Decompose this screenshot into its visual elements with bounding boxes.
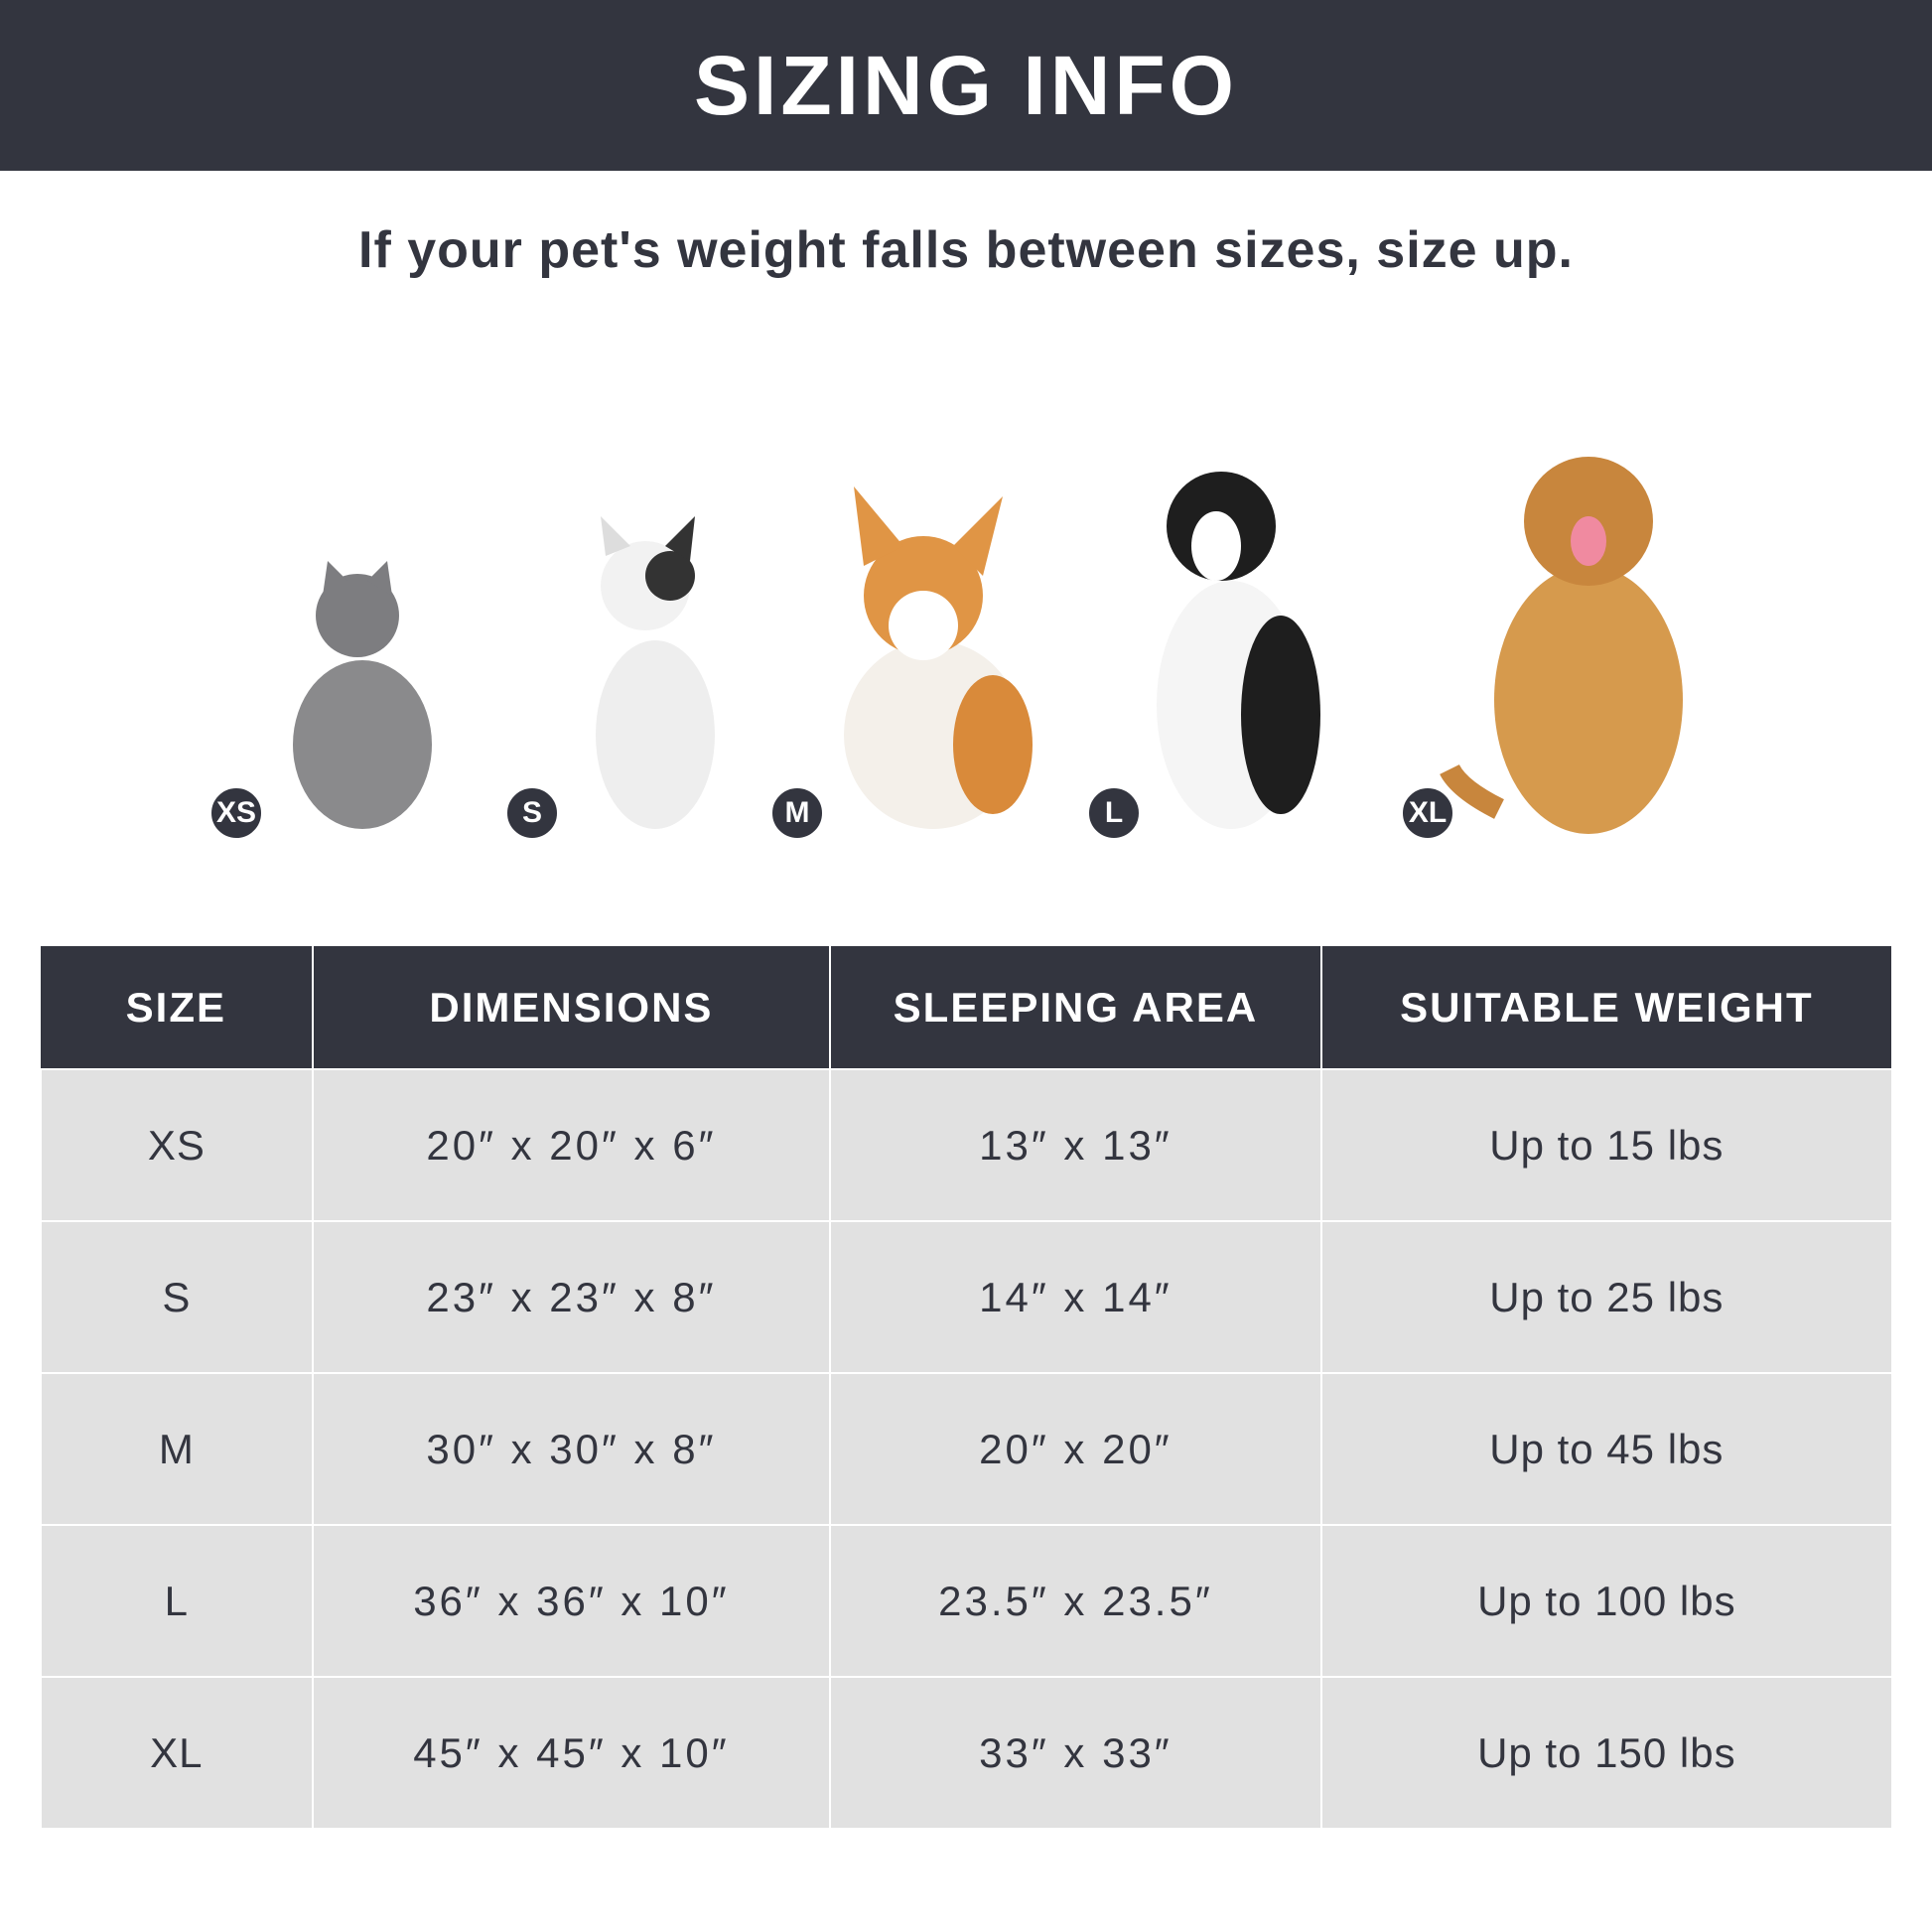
cell-sleeping-area: 23.5″ x 23.5″ <box>829 1524 1322 1678</box>
cell-size: M <box>40 1372 314 1526</box>
cell-weight: Up to 150 lbs <box>1319 1676 1894 1830</box>
cell-weight: Up to 25 lbs <box>1319 1220 1894 1374</box>
corgi-image <box>844 486 1033 829</box>
size-badge-xs: XS <box>208 785 264 841</box>
cell-size: XL <box>40 1676 314 1830</box>
table-header-row: SIZE DIMENSIONS SLEEPING AREA SUITABLE W… <box>41 946 1894 1069</box>
cell-size: XS <box>40 1068 314 1222</box>
cat-image <box>293 561 432 829</box>
cell-size: S <box>40 1220 314 1374</box>
size-badge-xl: XL <box>1400 785 1455 841</box>
cell-weight: Up to 45 lbs <box>1319 1372 1894 1526</box>
golden-retriever-image <box>1440 457 1683 834</box>
subtitle: If your pet's weight falls between sizes… <box>358 221 1574 279</box>
table-row: S 23″ x 23″ x 8″ 14″ x 14″ Up to 25 lbs <box>40 1220 1894 1374</box>
cell-sleeping-area: 20″ x 20″ <box>829 1372 1322 1526</box>
border-collie-image <box>1157 472 1320 829</box>
page-title: SIZING INFO <box>694 38 1238 132</box>
table-row: XS 20″ x 20″ x 6″ 13″ x 13″ Up to 15 lbs <box>40 1068 1894 1222</box>
cell-dimensions: 20″ x 20″ x 6″ <box>311 1068 832 1222</box>
sizing-table: SIZE DIMENSIONS SLEEPING AREA SUITABLE W… <box>40 946 1894 1830</box>
cell-dimensions: 30″ x 30″ x 8″ <box>311 1372 832 1526</box>
cell-dimensions: 23″ x 23″ x 8″ <box>311 1220 832 1374</box>
cell-dimensions: 36″ x 36″ x 10″ <box>311 1524 832 1678</box>
header-suitable-weight: SUITABLE WEIGHT <box>1320 946 1894 1069</box>
cell-dimensions: 45″ x 45″ x 10″ <box>311 1676 832 1830</box>
cell-weight: Up to 15 lbs <box>1319 1068 1894 1222</box>
table-row: XL 45″ x 45″ x 10″ 33″ x 33″ Up to 150 lbs <box>40 1676 1894 1830</box>
french-bulldog-image <box>596 516 715 829</box>
pet-lineup: XS S M L XL <box>0 417 1932 854</box>
cell-weight: Up to 100 lbs <box>1319 1524 1894 1678</box>
cell-sleeping-area: 13″ x 13″ <box>829 1068 1322 1222</box>
size-badge-m: M <box>769 785 825 841</box>
header-sleeping-area: SLEEPING AREA <box>830 946 1322 1069</box>
cell-sleeping-area: 33″ x 33″ <box>829 1676 1322 1830</box>
header-dimensions: DIMENSIONS <box>312 946 832 1069</box>
cell-sleeping-area: 14″ x 14″ <box>829 1220 1322 1374</box>
header-size: SIZE <box>41 946 314 1069</box>
table-row: L 36″ x 36″ x 10″ 23.5″ x 23.5″ Up to 100 l… <box>40 1524 1894 1678</box>
table-row: M 30″ x 30″ x 8″ 20″ x 20″ Up to 45 lbs <box>40 1372 1894 1526</box>
cell-size: L <box>40 1524 314 1678</box>
size-badge-l: L <box>1086 785 1142 841</box>
size-badge-s: S <box>504 785 560 841</box>
title-banner: SIZING INFO <box>0 0 1932 171</box>
